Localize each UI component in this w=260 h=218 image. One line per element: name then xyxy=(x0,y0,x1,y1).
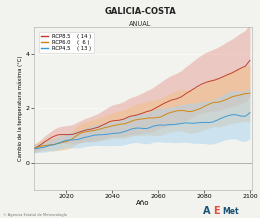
Legend: RCP8.5    ( 14 ), RCP6.0    (  6 ), RCP4.5    ( 13 ): RCP8.5 ( 14 ), RCP6.0 ( 6 ), RCP4.5 ( 13… xyxy=(39,32,94,53)
X-axis label: Año: Año xyxy=(136,200,150,206)
Text: ANUAL: ANUAL xyxy=(129,21,152,27)
Text: E: E xyxy=(213,206,220,216)
Text: © Agencia Estatal de Meteorología: © Agencia Estatal de Meteorología xyxy=(3,213,67,217)
Text: Met: Met xyxy=(222,207,239,216)
Text: A: A xyxy=(203,206,210,216)
Y-axis label: Cambio de la temperatura máxima (°C): Cambio de la temperatura máxima (°C) xyxy=(17,56,23,161)
Text: GALICIA-COSTA: GALICIA-COSTA xyxy=(105,7,176,15)
